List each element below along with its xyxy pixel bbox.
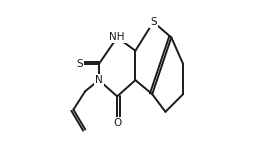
- Text: S: S: [76, 59, 83, 69]
- Text: S: S: [150, 17, 157, 27]
- Text: NH: NH: [109, 32, 125, 42]
- Text: O: O: [113, 118, 121, 128]
- Text: N: N: [95, 75, 103, 85]
